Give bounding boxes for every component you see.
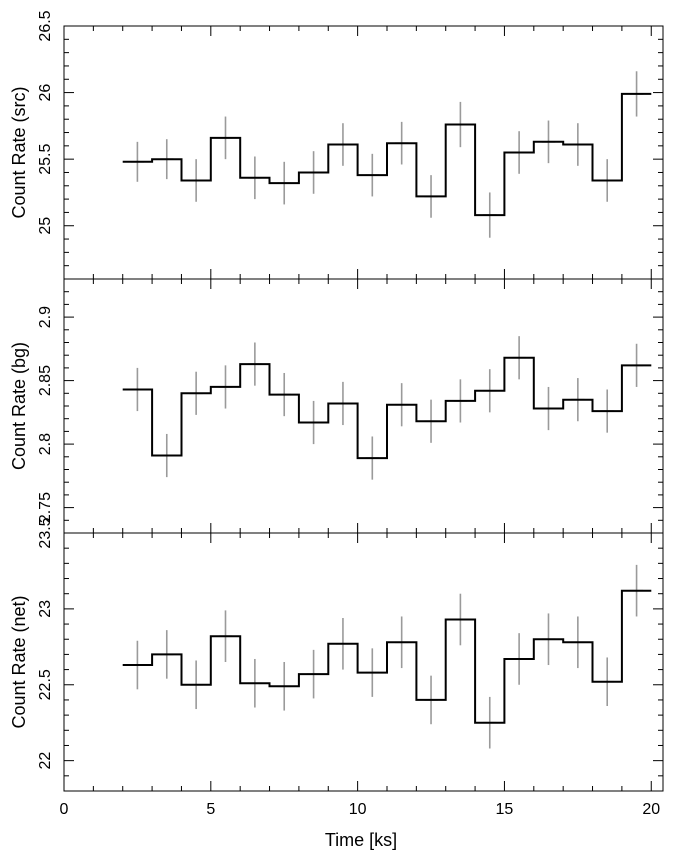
x-axis-label: Time [ks] <box>325 830 397 850</box>
y-tick-label: 22 <box>37 752 54 770</box>
x-tick-label: 10 <box>349 801 367 818</box>
x-tick-label: 15 <box>496 801 514 818</box>
y-tick-label: 2.75 <box>37 492 54 523</box>
step-line <box>122 589 652 724</box>
x-tick-label: 5 <box>206 801 215 818</box>
y-tick-label: 26.5 <box>37 10 54 41</box>
y-tick-label: 25 <box>37 217 54 235</box>
y-tick-label: 23.5 <box>37 517 54 548</box>
y-tick-label: 2.9 <box>37 306 54 328</box>
y-tick-label: 2.85 <box>37 365 54 396</box>
y-tick-label: 23 <box>37 600 54 618</box>
panel-2: 2.75 2.8 2.85 2.9 Count Rate (bg) <box>9 278 664 534</box>
step-line <box>122 92 652 217</box>
panel-3: 22 22.5 23 23.5 Count Rate (net) <box>9 517 664 792</box>
y-tick-label: 22.5 <box>37 669 54 700</box>
x-tick-label: 0 <box>60 801 69 818</box>
panel-1: 25 25.5 26 26.5 Count Rate (src) <box>9 10 664 280</box>
step-line <box>122 356 652 460</box>
y-axis-label: Count Rate (bg) <box>9 342 29 470</box>
y-tick-label: 2.8 <box>37 433 54 455</box>
y-axis-label: Count Rate (src) <box>9 86 29 218</box>
panel-frame <box>63 25 664 280</box>
y-axis-label: Count Rate (net) <box>9 595 29 728</box>
panel-frame <box>63 532 664 792</box>
y-tick-label: 25.5 <box>37 143 54 174</box>
y-tick-label: 26 <box>37 84 54 102</box>
panel-frame <box>63 278 664 534</box>
x-tick-label: 20 <box>642 801 660 818</box>
